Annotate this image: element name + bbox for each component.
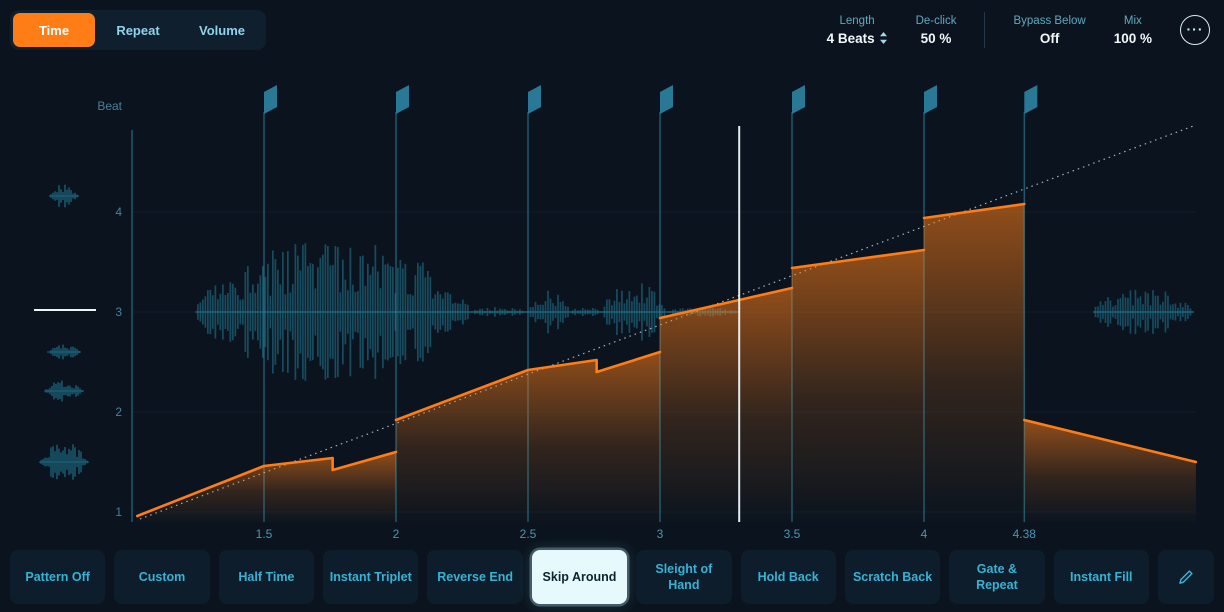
svg-text:4.38: 4.38: [1013, 527, 1037, 541]
svg-text:3: 3: [115, 305, 122, 319]
declick-value: 50 %: [920, 30, 952, 46]
view-tab-group: Time Repeat Volume: [10, 10, 266, 50]
preset-pattern-off[interactable]: Pattern Off: [10, 550, 106, 604]
more-button[interactable]: ···: [1180, 15, 1210, 45]
edit-pattern-button[interactable]: [1157, 550, 1214, 604]
tab-volume[interactable]: Volume: [181, 13, 263, 47]
bypass-below-value: Off: [1039, 30, 1060, 46]
stepper-chevrons-icon: [879, 32, 887, 44]
preset-sleight-of-hand[interactable]: Sleight of Hand: [636, 550, 732, 604]
svg-text:1: 1: [115, 505, 122, 519]
svg-text:2: 2: [115, 405, 122, 419]
length-label: Length: [839, 14, 875, 27]
tab-repeat[interactable]: Repeat: [97, 13, 179, 47]
pencil-icon: [1179, 570, 1193, 584]
svg-text:3: 3: [657, 527, 664, 541]
tab-time[interactable]: Time: [13, 13, 95, 47]
preset-gate-repeat[interactable]: Gate & Repeat: [949, 550, 1045, 604]
preset-bar: Pattern Off Custom Half Time Instant Tri…: [0, 544, 1224, 612]
preset-skip-around[interactable]: Skip Around: [531, 550, 628, 604]
preset-hold-back[interactable]: Hold Back: [740, 550, 836, 604]
bypass-below-control[interactable]: Bypass Below Off: [1013, 15, 1085, 46]
controls-divider: [984, 12, 986, 48]
svg-text:3.5: 3.5: [784, 527, 801, 541]
svg-text:4: 4: [115, 205, 122, 219]
mix-value: 100 %: [1113, 30, 1152, 46]
declick-label: De-click: [915, 14, 957, 27]
svg-text:2.5: 2.5: [520, 527, 537, 541]
preset-half-time[interactable]: Half Time: [218, 550, 315, 604]
mix-label: Mix: [1123, 14, 1142, 27]
ellipsis-icon: ···: [1186, 20, 1204, 37]
length-value: 4 Beats: [826, 30, 875, 46]
preset-custom[interactable]: Custom: [114, 550, 210, 604]
mix-control[interactable]: Mix 100 %: [1114, 15, 1152, 46]
svg-text:4: 4: [921, 527, 928, 541]
bypass-below-label: Bypass Below: [1013, 14, 1086, 27]
parameter-controls: Length 4 Beats De-click 50 % Bypass Belo…: [827, 12, 1210, 48]
svg-text:Beat: Beat: [97, 99, 122, 113]
length-control[interactable]: Length 4 Beats: [827, 15, 888, 46]
preset-reverse-end[interactable]: Reverse End: [427, 550, 523, 604]
svg-text:2: 2: [393, 527, 400, 541]
top-bar: Time Repeat Volume Length 4 Beats De-cli…: [0, 0, 1224, 60]
preset-instant-fill[interactable]: Instant Fill: [1053, 550, 1149, 604]
preset-scratch-back[interactable]: Scratch Back: [844, 550, 941, 604]
preset-instant-triplet[interactable]: Instant Triplet: [323, 550, 419, 604]
declick-control[interactable]: De-click 50 %: [916, 15, 957, 46]
svg-text:1.5: 1.5: [256, 527, 273, 541]
